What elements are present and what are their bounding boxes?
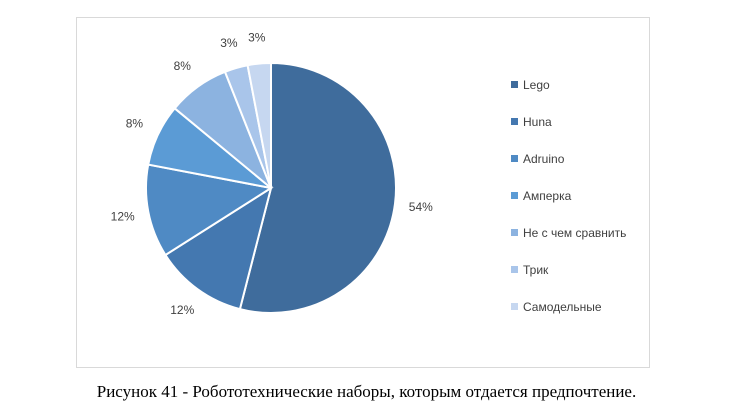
legend-label: Трик: [523, 262, 549, 277]
legend: Lego Huna Adruino Амперка Не с чем сравнить Т…: [511, 66, 626, 325]
legend-label: Huna: [523, 114, 552, 129]
legend-label: Не с чем сравнить: [523, 225, 627, 240]
legend-label: Lego: [523, 77, 550, 92]
legend-swatch: [511, 81, 518, 88]
legend-swatch: [511, 303, 518, 310]
legend-item: Самодельные: [511, 288, 626, 325]
legend-label: Амперка: [523, 188, 572, 203]
legend-item: Амперка: [511, 177, 626, 214]
legend-swatch: [511, 192, 518, 199]
legend-label: Adruino: [523, 151, 565, 166]
data-label-6: 3%: [220, 36, 238, 50]
data-label-7: 3%: [248, 31, 266, 45]
pie-slice-3: [145, 163, 274, 257]
data-label-3: 12%: [111, 209, 135, 223]
pie-slice-1: [238, 61, 397, 314]
legend-item: Не с чем сравнить: [511, 214, 626, 251]
legend-item: Huna: [511, 103, 626, 140]
legend-swatch: [511, 229, 518, 236]
legend-swatch: [511, 155, 518, 162]
legend-item: Lego: [511, 66, 626, 103]
figure-caption: Рисунок 41 - Робототехнические наборы, к…: [96, 382, 637, 401]
data-label-5: 8%: [174, 59, 192, 73]
legend-label: Самодельные: [523, 299, 602, 314]
legend-swatch: [511, 118, 518, 125]
legend-item: Adruino: [511, 140, 626, 177]
data-label-1: 54%: [409, 200, 433, 214]
legend-item: Трик: [511, 251, 626, 288]
data-label-4: 8%: [126, 117, 144, 131]
legend-swatch: [511, 266, 518, 273]
pie-slice-2: [164, 185, 273, 311]
pie-slice-7: [246, 61, 272, 189]
data-label-2: 12%: [170, 303, 194, 317]
